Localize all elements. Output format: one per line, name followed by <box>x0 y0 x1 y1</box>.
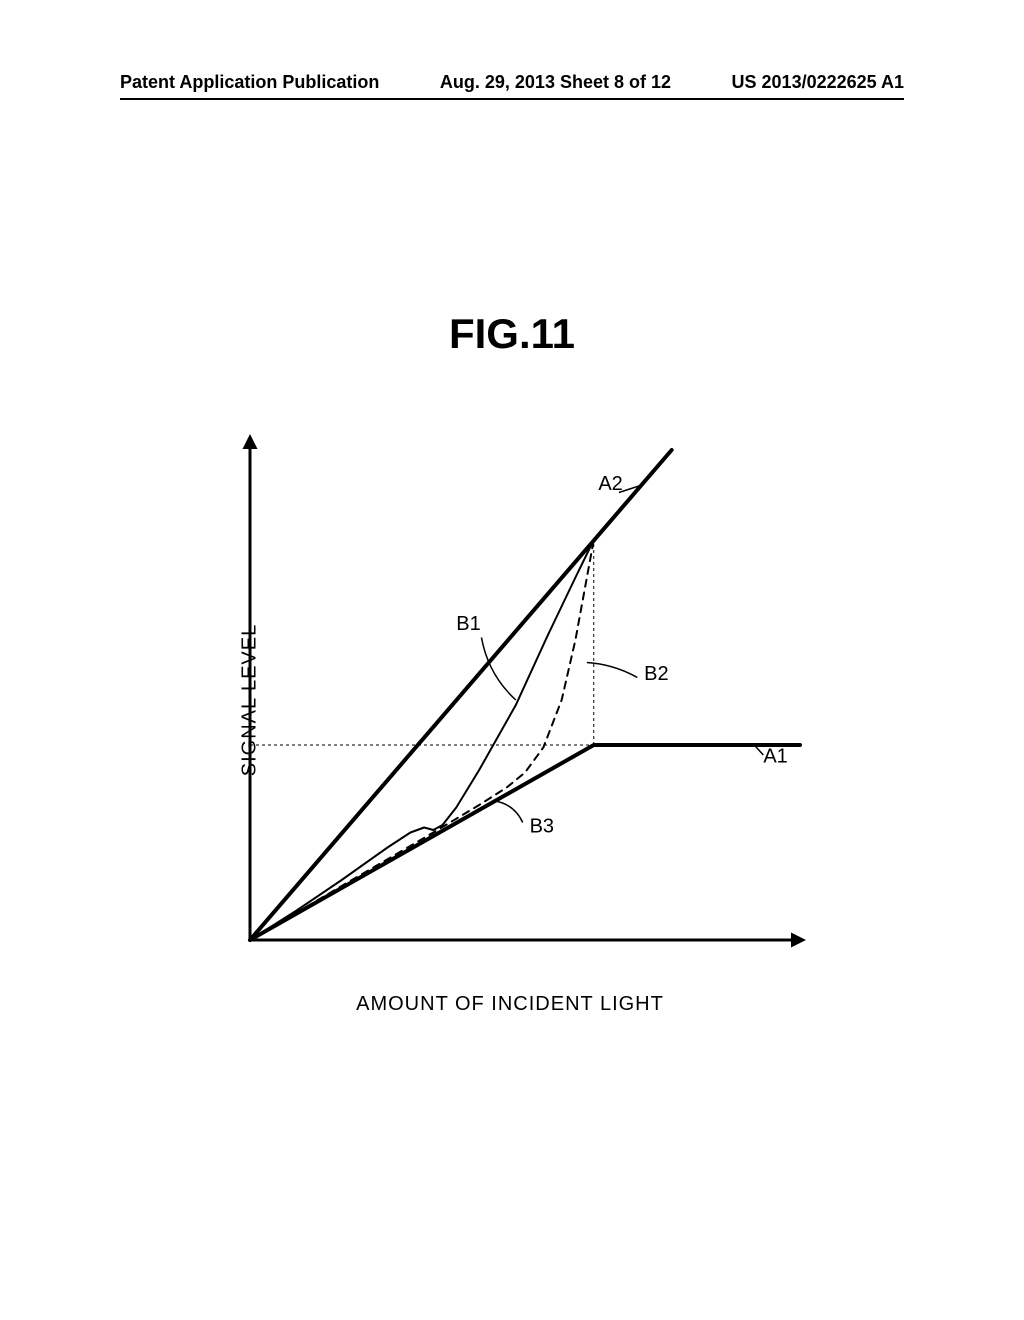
chart: SIGNAL LEVEL AMOUNT OF INCIDENT LIGHT A1… <box>210 420 810 980</box>
chart-svg: A1 A2 B1 B2 B3 <box>210 420 810 980</box>
y-axis-label: SIGNAL LEVEL <box>239 624 262 776</box>
curve-label-a2: A2 <box>598 473 622 495</box>
page-header: Patent Application Publication Aug. 29, … <box>0 72 1024 93</box>
header-left: Patent Application Publication <box>120 72 379 93</box>
curve-label-b3: B3 <box>530 816 554 838</box>
curve-label-b2: B2 <box>644 663 668 685</box>
curve-label-a1: A1 <box>763 746 787 768</box>
header-center: Aug. 29, 2013 Sheet 8 of 12 <box>440 72 671 93</box>
header-rule <box>120 98 904 100</box>
curve-label-b1: B1 <box>456 613 480 635</box>
figure-title: FIG.11 <box>0 310 1024 358</box>
x-axis-label: AMOUNT OF INCIDENT LIGHT <box>210 993 810 1016</box>
header-right: US 2013/0222625 A1 <box>732 72 904 93</box>
curve-a2 <box>250 450 672 940</box>
